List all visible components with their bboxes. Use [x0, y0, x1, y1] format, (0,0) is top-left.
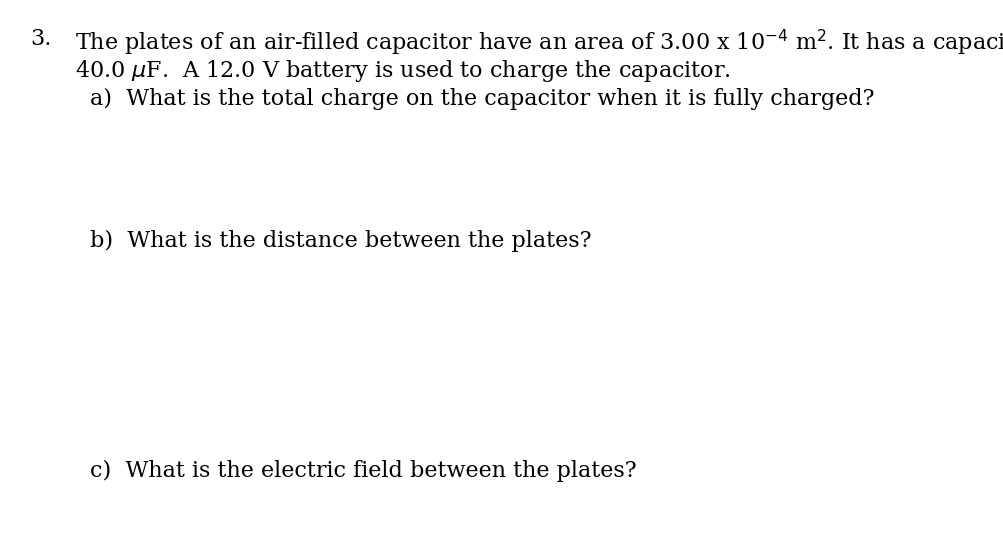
Text: b)  What is the distance between the plates?: b) What is the distance between the plat… — [90, 230, 591, 252]
Text: a)  What is the total charge on the capacitor when it is fully charged?: a) What is the total charge on the capac… — [90, 88, 874, 110]
Text: c)  What is the electric field between the plates?: c) What is the electric field between th… — [90, 460, 636, 482]
Text: 40.0 $\mu$F.  A 12.0 V battery is used to charge the capacitor.: 40.0 $\mu$F. A 12.0 V battery is used to… — [75, 58, 730, 84]
Text: The plates of an air-filled capacitor have an area of 3.00 x 10$^{-4}$ m$^{2}$. : The plates of an air-filled capacitor ha… — [75, 28, 1003, 58]
Text: 3.: 3. — [30, 28, 51, 50]
